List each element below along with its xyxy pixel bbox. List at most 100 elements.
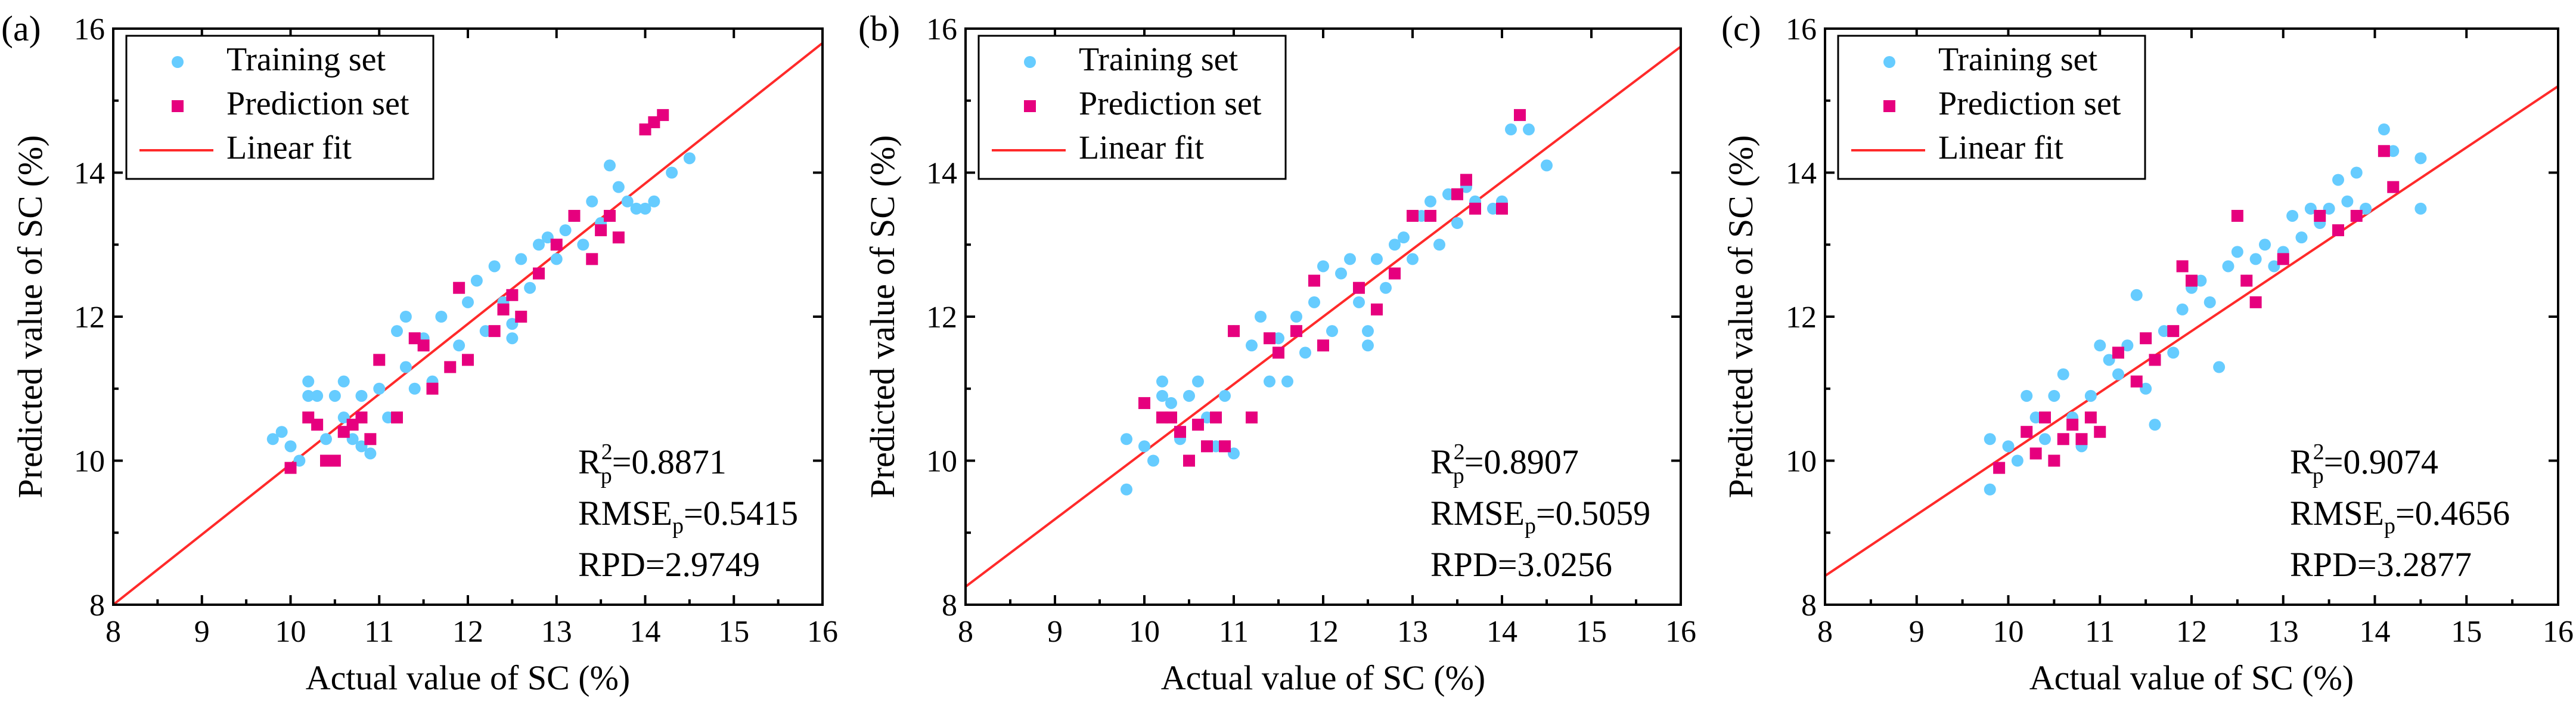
training-point (1147, 454, 1159, 467)
y-tick-label: 8 (89, 589, 105, 623)
training-point (1541, 159, 1553, 172)
rpd-stat: RPD=3.0256 (1430, 545, 1612, 584)
training-point (311, 389, 324, 402)
training-point (2167, 346, 2180, 359)
x-tick-label: 16 (807, 615, 838, 649)
x-tick-label: 9 (194, 615, 210, 649)
training-point (2112, 368, 2124, 380)
rmse-stat: RMSEp=0.5415 (578, 494, 798, 539)
x-tick-label: 8 (105, 615, 121, 649)
rmse-stat: RMSEp=0.5059 (1430, 494, 1650, 539)
prediction-point (1192, 419, 1204, 431)
prediction-point (364, 433, 377, 445)
training-point (1335, 267, 1347, 280)
legend-training-marker (172, 56, 184, 68)
y-tick-label: 14 (1786, 157, 1817, 191)
y-tick-label: 8 (1801, 589, 1817, 623)
chart-panels: 8 9 10 11 12 13 14 15 16 8 10 12 14 16 Actual value of… (1, 9, 2574, 697)
y-axis-title: Predicted value of SC (%) (1721, 135, 1760, 499)
prediction-point (1496, 202, 1508, 215)
linear-fit-line (113, 42, 823, 605)
training-point (1165, 397, 1177, 409)
stats-block: R2 p=0.8907 RMSEp=0.5059 RPD=3.0256 (1430, 440, 1650, 584)
x-tick-label: 16 (2543, 615, 2574, 649)
training-point (337, 375, 350, 388)
training-point (2213, 361, 2226, 373)
training-point (2378, 123, 2390, 136)
training-point (2231, 246, 2243, 258)
prediction-point (568, 209, 581, 222)
training-point (2341, 195, 2354, 208)
linear-fit-line (966, 45, 1681, 588)
legend-prediction-marker (1024, 100, 1036, 112)
training-point (2103, 354, 2115, 366)
legend-entry: Linear fit (226, 129, 352, 166)
prediction-point (444, 361, 457, 373)
prediction-point (515, 311, 527, 323)
x-tick-label: 15 (2451, 615, 2482, 649)
prediction-point (284, 462, 297, 474)
prediction-point (355, 411, 368, 424)
training-point (2084, 389, 2097, 402)
training-point (2121, 339, 2134, 352)
prediction-point (2094, 426, 2106, 438)
prediction-point (2075, 433, 2088, 445)
training-point (550, 253, 563, 265)
prediction-point (373, 354, 386, 366)
training-point (1317, 260, 1329, 273)
training-point (1219, 389, 1231, 402)
prediction-point (2231, 209, 2243, 222)
prediction-point (2277, 253, 2289, 265)
y-tick-label: 14 (926, 157, 957, 191)
training-point (612, 181, 625, 193)
x-tick-label: 12 (452, 615, 483, 649)
training-point (1380, 281, 1392, 294)
training-point (1264, 375, 1275, 388)
prediction-point (311, 419, 324, 431)
legend: Training set Prediction set Linear fit (977, 35, 1287, 180)
prediction-set-series (1138, 109, 1526, 467)
x-tick-label: 14 (1486, 615, 1517, 649)
legend-entry: Prediction set (1079, 85, 1262, 122)
training-point (2350, 166, 2363, 179)
prediction-point (2332, 224, 2344, 237)
y-tick-label: 16 (1786, 13, 1817, 47)
legend-prediction-marker (172, 100, 184, 112)
chart-panel-a: 8 9 10 11 12 13 14 15 16 8 10 12 14 16 Actual value of… (1, 9, 838, 697)
training-point (2021, 389, 2033, 402)
training-point (1523, 123, 1535, 136)
prediction-point (1219, 440, 1231, 453)
training-point (2249, 253, 2262, 265)
training-point (1344, 253, 1356, 265)
training-point (302, 389, 315, 402)
prediction-point (2057, 433, 2069, 445)
training-point (399, 361, 412, 373)
prediction-point (1201, 440, 1213, 453)
training-point (1389, 239, 1401, 251)
training-point (1362, 339, 1374, 352)
training-point (1398, 231, 1410, 244)
x-tick-label: 15 (1576, 615, 1607, 649)
training-point (453, 339, 465, 352)
panel-label: (c) (1721, 9, 1761, 48)
training-point (1433, 239, 1445, 251)
training-point (408, 382, 421, 395)
training-point (1299, 346, 1311, 359)
training-point (630, 202, 643, 215)
training-point (470, 274, 483, 287)
training-point (399, 311, 412, 323)
y-tick-label: 14 (74, 157, 105, 191)
prediction-point (1451, 188, 1463, 200)
training-point (2332, 174, 2344, 186)
training-point (1290, 311, 1302, 323)
prediction-point (2021, 426, 2033, 438)
training-point (515, 253, 527, 265)
x-tick-label: 13 (541, 615, 572, 649)
training-point (1121, 433, 1132, 445)
prediction-point (2130, 375, 2143, 388)
legend-training-marker (1883, 56, 1895, 68)
training-point (533, 239, 545, 251)
x-tick-label: 16 (1665, 615, 1696, 649)
prediction-point (1460, 174, 1472, 186)
prediction-point (1165, 411, 1177, 424)
